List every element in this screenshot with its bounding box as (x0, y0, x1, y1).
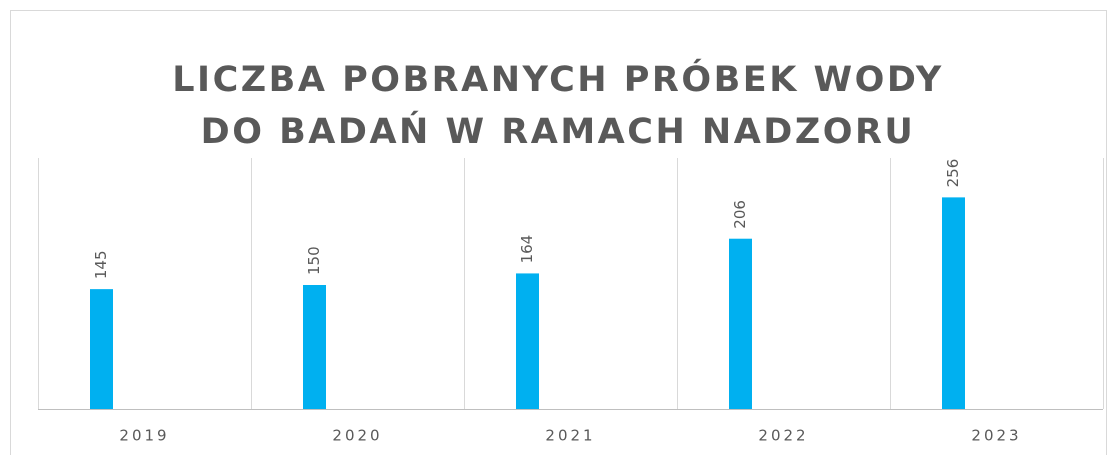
data-label: 164 (518, 235, 536, 264)
bar (303, 285, 326, 409)
x-tick-label: 2019 (119, 427, 169, 445)
x-tick-label: 2023 (971, 427, 1021, 445)
data-label: 150 (305, 246, 323, 275)
data-label: 256 (944, 159, 962, 188)
bar (942, 197, 965, 409)
data-label: 145 (92, 250, 110, 279)
x-tick-label: 2021 (545, 427, 595, 445)
x-tick-label: 2020 (332, 427, 382, 445)
data-label: 206 (731, 200, 749, 229)
bar (90, 289, 113, 409)
x-tick-label: 2022 (758, 427, 808, 445)
bar (729, 238, 752, 409)
chart-title: LICZBA POBRANYCH PRÓBEK WODY DO BADAŃ W … (172, 60, 944, 152)
chart-border (10, 10, 1107, 455)
bar (516, 273, 539, 409)
